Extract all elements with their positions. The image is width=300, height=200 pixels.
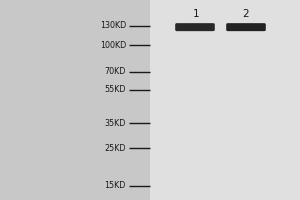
Text: 35KD: 35KD: [105, 119, 126, 128]
Bar: [150, 0, 300, 200]
Text: 130KD: 130KD: [100, 21, 126, 30]
Text: 25KD: 25KD: [104, 144, 126, 153]
Text: 1: 1: [193, 9, 200, 19]
Text: 2: 2: [243, 9, 249, 19]
Text: 55KD: 55KD: [104, 85, 126, 94]
Text: 100KD: 100KD: [100, 41, 126, 50]
FancyBboxPatch shape: [226, 23, 266, 31]
FancyBboxPatch shape: [175, 23, 215, 31]
Text: 15KD: 15KD: [105, 182, 126, 190]
Text: 70KD: 70KD: [105, 67, 126, 76]
